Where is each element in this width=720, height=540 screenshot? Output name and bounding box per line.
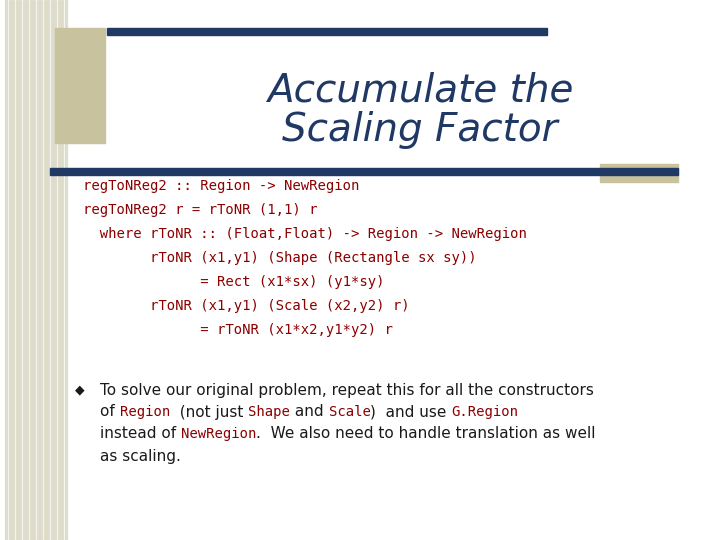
Bar — [5, 0, 7, 540]
Text: regToNReg2 r = rToNR (1,1) r: regToNReg2 r = rToNR (1,1) r — [83, 203, 318, 217]
Text: regToNReg2 :: Region -> NewRegion: regToNReg2 :: Region -> NewRegion — [83, 179, 359, 193]
Text: where rToNR :: (Float,Float) -> Region -> NewRegion: where rToNR :: (Float,Float) -> Region -… — [83, 227, 527, 241]
Bar — [55, 28, 105, 143]
Bar — [61, 0, 63, 540]
Bar — [37, 0, 39, 540]
Text: Scale: Scale — [328, 405, 370, 419]
Text: Accumulate the: Accumulate the — [267, 71, 573, 109]
Text: Shape: Shape — [248, 405, 290, 419]
Text: rToNR (x1,y1) (Scale (x2,y2) r): rToNR (x1,y1) (Scale (x2,y2) r) — [83, 299, 410, 313]
Bar — [54, 0, 56, 540]
Bar — [50, 0, 53, 540]
Text: To solve our original problem, repeat this for all the constructors: To solve our original problem, repeat th… — [100, 382, 594, 397]
Bar — [12, 0, 14, 540]
Text: instead of: instead of — [100, 427, 181, 442]
Text: .  We also need to handle translation as well: . We also need to handle translation as … — [256, 427, 596, 442]
Text: and: and — [290, 404, 328, 420]
Text: rToNR (x1,y1) (Shape (Rectangle sx sy)): rToNR (x1,y1) (Shape (Rectangle sx sy)) — [83, 251, 477, 265]
Text: )  and use: ) and use — [370, 404, 451, 420]
Text: ◆: ◆ — [75, 383, 85, 396]
Bar — [9, 0, 11, 540]
Bar — [16, 0, 18, 540]
Bar — [58, 0, 60, 540]
Bar — [107, 28, 547, 35]
Bar — [19, 0, 21, 540]
Bar — [47, 0, 49, 540]
Text: NewRegion: NewRegion — [181, 427, 256, 441]
Bar — [22, 0, 24, 540]
Text: Region: Region — [120, 405, 170, 419]
Text: = rToNR (x1*x2,y1*y2) r: = rToNR (x1*x2,y1*y2) r — [83, 323, 393, 337]
Text: Scaling Factor: Scaling Factor — [282, 111, 558, 149]
Text: (not just: (not just — [170, 404, 248, 420]
Bar — [50, 168, 678, 175]
Text: of: of — [100, 404, 120, 420]
Text: as scaling.: as scaling. — [100, 449, 181, 463]
Text: = Rect (x1*sx) (y1*sy): = Rect (x1*sx) (y1*sy) — [83, 275, 384, 289]
Bar — [600, 164, 678, 182]
Text: G.Region: G.Region — [451, 405, 518, 419]
Bar — [33, 0, 35, 540]
Bar — [30, 0, 32, 540]
Bar — [65, 0, 67, 540]
Bar — [40, 0, 42, 540]
Bar — [26, 0, 28, 540]
Bar — [43, 0, 45, 540]
